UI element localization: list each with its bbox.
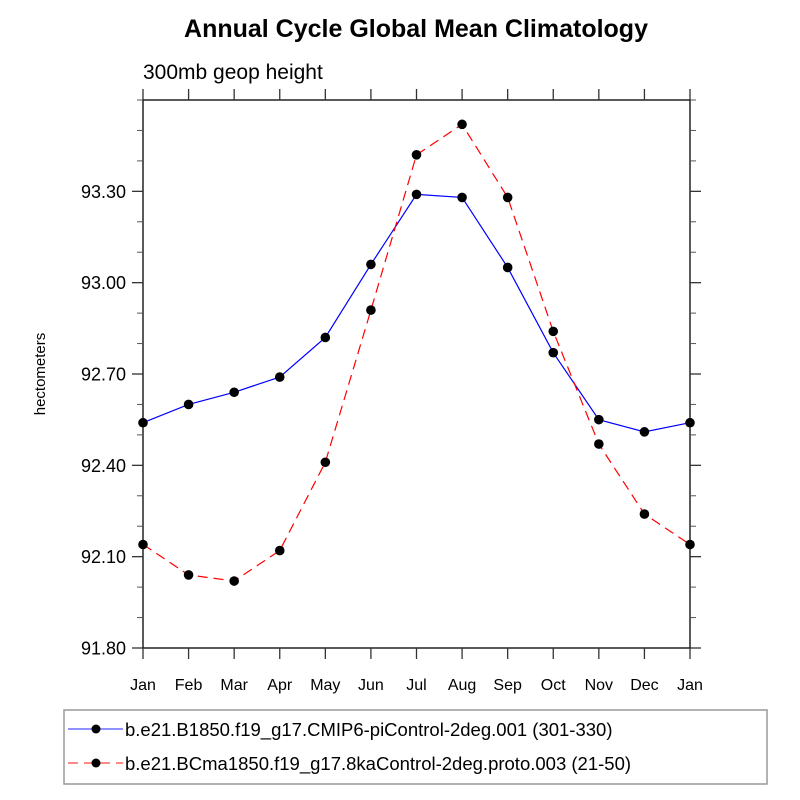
data-point: [457, 192, 467, 203]
data-point: [685, 417, 695, 428]
data-point: [548, 326, 559, 337]
data-point: [366, 305, 376, 315]
data-point: [685, 539, 695, 550]
data-point: [594, 439, 604, 449]
legend-box: [63, 709, 768, 785]
series-line: [142, 193, 691, 433]
x-tick-label: Jun: [358, 677, 384, 694]
legend-label: b.e21.B1850.f19_g17.CMIP6-piControl-2deg…: [125, 719, 613, 741]
data-point: [502, 192, 513, 203]
data-point: [411, 189, 422, 200]
x-tick-label: Sep: [493, 677, 522, 694]
data-point: [366, 259, 376, 270]
x-tick-label: Dec: [630, 677, 658, 694]
x-tick-label: Jul: [406, 677, 426, 694]
x-tick-label: Jan: [677, 677, 703, 694]
data-point: [229, 576, 239, 586]
plot-frame: [142, 99, 691, 649]
series-0: [138, 189, 695, 437]
data-point: [320, 332, 331, 343]
x-tick-label: Oct: [541, 677, 566, 694]
legend-marker: [91, 758, 101, 768]
legend-item: b.e21.BCma1850.f19_g17.8kaControl-2deg.p…: [68, 753, 631, 775]
legend: b.e21.B1850.f19_g17.CMIP6-piControl-2deg…: [63, 709, 768, 785]
x-tick-label: Mar: [220, 677, 248, 694]
data-point: [639, 509, 650, 519]
y-tick-label: 93.00: [81, 273, 126, 293]
data-point: [320, 457, 331, 468]
y-tick-label: 93.30: [81, 182, 126, 202]
y-tick-label: 92.70: [81, 365, 126, 385]
data-point: [183, 570, 194, 580]
data-point: [183, 399, 194, 410]
data-point: [229, 387, 239, 398]
x-tick-label: May: [310, 677, 340, 694]
y-tick-label: 91.80: [81, 639, 126, 659]
legend-marker: [91, 724, 101, 734]
data-point: [411, 150, 422, 160]
legend-item: b.e21.B1850.f19_g17.CMIP6-piControl-2deg…: [68, 719, 613, 741]
y-tick-label: 92.40: [81, 456, 126, 476]
series-1: [138, 119, 695, 586]
data-point: [502, 262, 513, 273]
data-point: [274, 545, 285, 556]
x-tick-label: Feb: [175, 677, 203, 694]
x-tick-label: Aug: [448, 677, 476, 694]
series-layer: [138, 119, 695, 586]
data-point: [138, 417, 148, 428]
data-point: [548, 347, 559, 358]
x-tick-label: Nov: [585, 677, 613, 694]
axes: [142, 99, 691, 649]
y-axis-label: hectometers: [32, 333, 49, 416]
data-point: [594, 414, 604, 425]
legend-label: b.e21.BCma1850.f19_g17.8kaControl-2deg.p…: [125, 753, 631, 775]
ticks: 91.80 92.10 92.40 92.70 93.00 93.30 Jan Feb Mar A…: [81, 89, 703, 694]
data-point: [639, 427, 650, 437]
data-point: [138, 539, 148, 550]
y-tick-label: 92.10: [81, 547, 126, 567]
data-point: [457, 119, 467, 130]
chart-title: Annual Cycle Global Mean Climatology: [184, 15, 648, 43]
x-tick-label: Jan: [130, 677, 156, 694]
x-tick-label: Apr: [267, 677, 293, 694]
chart-subtitle: 300mb geop height: [143, 61, 323, 84]
data-point: [274, 372, 285, 382]
